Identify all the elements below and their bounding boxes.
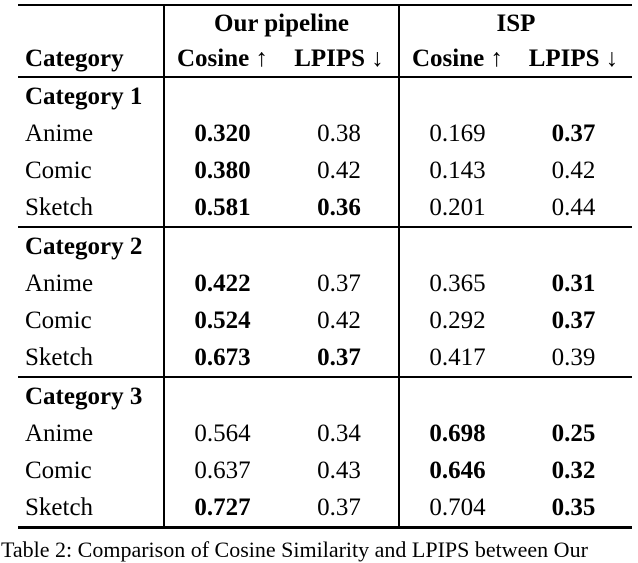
table-row: Anime 0.320 0.38 0.169 0.37 — [18, 115, 632, 152]
lpips-isp-cell: 0.37 — [551, 306, 596, 334]
cosine-isp-cell: 0.292 — [398, 302, 515, 339]
cosine-up-header-isp: Cosine ↑ — [398, 42, 515, 76]
table-row: Comic 0.637 0.43 0.646 0.32 — [18, 452, 632, 489]
cosine-ours-cell: 0.673 — [163, 339, 280, 376]
group-header-isp: ISP — [398, 6, 632, 42]
cosine-ours-cell: 0.581 — [163, 189, 280, 226]
cosine-isp-cell: 0.417 — [398, 339, 515, 376]
lpips-ours-cell: 0.34 — [317, 419, 361, 447]
category-cell: Sketch — [25, 193, 94, 221]
section-spacer-ours — [163, 78, 398, 115]
cosine-isp-cell: 0.143 — [398, 152, 515, 189]
lpips-isp-cell: 0.42 — [551, 156, 596, 184]
section-label-row: Category 1 — [18, 78, 632, 115]
table-section: Category 2 Anime 0.422 0.37 0.365 0.31 Comic 0.… — [18, 228, 632, 378]
lpips-ours-cell: 0.42 — [317, 156, 361, 184]
cosine-ours-cell: 0.422 — [163, 265, 280, 302]
section-spacer-isp — [398, 228, 632, 265]
lpips-ours-cell: 0.43 — [317, 456, 361, 484]
cosine-up-header-ours: Cosine ↑ — [163, 42, 280, 76]
category-cell: Comic — [25, 156, 92, 184]
metric-header-row: Category Cosine ↑ LPIPS ↓ Cosine ↑ LPIPS… — [18, 42, 632, 76]
section-spacer-isp — [398, 78, 632, 115]
cosine-isp-cell: 0.201 — [398, 189, 515, 226]
cosine-isp-cell: 0.704 — [398, 489, 515, 526]
category-cell: Sketch — [25, 493, 94, 521]
lpips-isp-cell: 0.32 — [551, 456, 596, 484]
lpips-down-header-isp: LPIPS ↓ — [528, 45, 619, 72]
table-caption: Table 2: Comparison of Cosine Similarity… — [1, 537, 588, 562]
section-label: Category 2 — [25, 232, 143, 260]
cosine-isp-cell: 0.365 — [398, 265, 515, 302]
lpips-isp-cell: 0.44 — [551, 193, 596, 221]
lpips-ours-cell: 0.37 — [317, 493, 361, 521]
lpips-ours-cell: 0.38 — [317, 119, 361, 147]
table-row: Comic 0.380 0.42 0.143 0.42 — [18, 152, 632, 189]
category-cell: Comic — [25, 456, 92, 484]
cosine-ours-cell: 0.524 — [163, 302, 280, 339]
cosine-ours-cell: 0.564 — [163, 415, 280, 452]
section-spacer-isp — [398, 378, 632, 415]
cosine-isp-cell: 0.698 — [398, 415, 515, 452]
table-section: Category 1 Anime 0.320 0.38 0.169 0.37 Comic 0.… — [18, 78, 632, 228]
lpips-ours-cell: 0.36 — [317, 193, 361, 221]
section-label: Category 3 — [25, 382, 143, 410]
section-spacer-ours — [163, 228, 398, 265]
lpips-ours-cell: 0.42 — [317, 306, 361, 334]
group-header-our-pipeline: Our pipeline — [163, 6, 398, 42]
table-row: Comic 0.524 0.42 0.292 0.37 — [18, 302, 632, 339]
lpips-isp-cell: 0.37 — [551, 119, 596, 147]
table-body: Category 1 Anime 0.320 0.38 0.169 0.37 Comic 0.… — [18, 78, 632, 529]
category-cell: Anime — [25, 269, 94, 297]
category-cell: Anime — [25, 119, 94, 147]
lpips-ours-cell: 0.37 — [317, 343, 361, 371]
lpips-isp-cell: 0.39 — [551, 343, 596, 371]
lpips-ours-cell: 0.37 — [317, 269, 361, 297]
table-row: Sketch 0.581 0.36 0.201 0.44 — [18, 189, 632, 226]
section-label-row: Category 3 — [18, 378, 632, 415]
lpips-down-header-ours: LPIPS ↓ — [294, 45, 384, 72]
lpips-isp-cell: 0.35 — [551, 493, 596, 521]
empty-corner-cell — [18, 6, 163, 42]
group-header-row: Our pipeline ISP — [18, 6, 632, 42]
category-column-header: Category — [25, 45, 124, 72]
cosine-ours-cell: 0.727 — [163, 489, 280, 526]
results-table: Our pipeline ISP Category Cosine ↑ LPIPS… — [18, 4, 632, 529]
table-row: Sketch 0.673 0.37 0.417 0.39 — [18, 339, 632, 376]
table-section: Category 3 Anime 0.564 0.34 0.698 0.25 Comic 0.… — [18, 378, 632, 529]
cosine-ours-cell: 0.637 — [163, 452, 280, 489]
category-cell: Comic — [25, 306, 92, 334]
lpips-isp-cell: 0.25 — [551, 419, 596, 447]
cosine-ours-cell: 0.380 — [163, 152, 280, 189]
category-cell: Anime — [25, 419, 94, 447]
table-row: Anime 0.422 0.37 0.365 0.31 — [18, 265, 632, 302]
table-row: Anime 0.564 0.34 0.698 0.25 — [18, 415, 632, 452]
cosine-isp-cell: 0.646 — [398, 452, 515, 489]
table-row: Sketch 0.727 0.37 0.704 0.35 — [18, 489, 632, 526]
section-label-row: Category 2 — [18, 228, 632, 265]
table-header: Our pipeline ISP Category Cosine ↑ LPIPS… — [18, 6, 632, 78]
category-cell: Sketch — [25, 343, 94, 371]
section-label: Category 1 — [25, 82, 143, 110]
lpips-isp-cell: 0.31 — [551, 269, 596, 297]
section-spacer-ours — [163, 378, 398, 415]
cosine-ours-cell: 0.320 — [163, 115, 280, 152]
cosine-isp-cell: 0.169 — [398, 115, 515, 152]
